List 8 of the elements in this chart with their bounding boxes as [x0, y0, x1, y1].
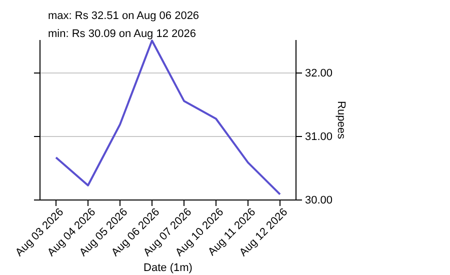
x-axis-title: Date (1m)	[144, 262, 192, 274]
annotation: min: Rs 30.09 on Aug 12 2026	[48, 28, 196, 40]
y-tick-label: 31.00	[305, 131, 333, 144]
y-tick-label: 30.00	[305, 194, 333, 207]
text: max: Rs 32.51 on Aug 06 2026	[48, 10, 200, 22]
line-series	[55, 40, 281, 196]
y-axis-title: Rupees	[335, 101, 347, 140]
y-tick-label: 32.00	[305, 68, 333, 80]
